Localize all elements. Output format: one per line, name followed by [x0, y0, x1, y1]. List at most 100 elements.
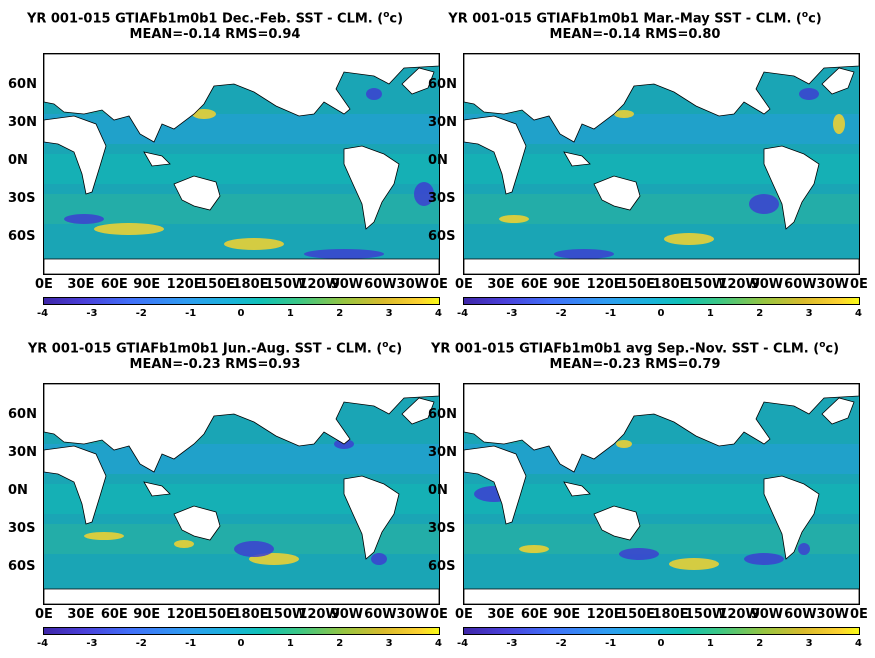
lat-tick-label: 30N [428, 115, 457, 130]
lon-tick-label: 90W [750, 277, 784, 292]
sst-anomaly-map [43, 383, 440, 605]
title-unit-end: c) [389, 11, 404, 27]
lat-tick-label: 60N [428, 77, 457, 92]
lon-tick-label: 60E [100, 277, 128, 292]
title-line1: YR 001-015 GTIAFb1m0b1 Dec.-Feb. SST - C… [26, 11, 384, 27]
colorbar-tick-label: -2 [555, 638, 567, 649]
colorbar-tick-label: -2 [135, 308, 147, 319]
anomaly-patch [749, 194, 779, 214]
colorbar-tick-label: -4 [457, 308, 469, 319]
colorbar-tick-label: -2 [135, 638, 147, 649]
australia-land [593, 175, 641, 211]
anomaly-patch [94, 223, 164, 235]
title-unit-end: c) [388, 341, 403, 357]
lon-tick-label: 120W [298, 277, 340, 292]
lon-tick-label: 30E [67, 607, 95, 622]
lon-tick-label: 90E [133, 277, 161, 292]
panel-djf: YR 001-015 GTIAFb1m0b1 Dec.-Feb. SST - C… [0, 8, 448, 328]
lon-tick-label: 30W [816, 277, 849, 292]
title-unit: o [383, 10, 390, 20]
colorbar-tick-label: -1 [185, 638, 197, 649]
map-canvas [44, 54, 439, 274]
lon-tick-label: 60W [784, 277, 817, 292]
lon-tick-label: 180E [232, 607, 269, 622]
ocean-band [44, 444, 439, 474]
anomaly-patch [664, 233, 714, 245]
lat-tick-label: 60S [8, 559, 36, 574]
panel-title: YR 001-015 GTIAFb1m0b1 avg Sep.-Nov. SST… [420, 338, 850, 356]
lon-tick-label: 60W [364, 607, 397, 622]
ocean-band [464, 444, 859, 474]
colorbar-tick-label: -1 [185, 308, 197, 319]
lon-tick-label: 120W [718, 277, 760, 292]
lon-tick-label: 0E [430, 277, 448, 292]
lon-tick-label: 90W [330, 277, 364, 292]
africa-land [44, 445, 107, 525]
anomaly-patch [619, 548, 659, 560]
colorbar-tick-label: 1 [286, 638, 294, 649]
anomaly-patch [616, 440, 632, 448]
anomaly-patch [554, 249, 614, 259]
panel-mam: YR 001-015 GTIAFb1m0b1 Mar.-May SST - CL… [420, 8, 868, 328]
colorbar-tick-label: 2 [756, 308, 764, 319]
colorbar-tick-label: -3 [506, 638, 518, 649]
south-america-land [343, 145, 400, 230]
greenland-land [401, 397, 435, 425]
colorbar-tick-label: -4 [37, 638, 49, 649]
lat-tick-label: 30N [8, 445, 37, 460]
anomaly-patch [499, 215, 529, 223]
lat-tick-label: 60N [8, 77, 37, 92]
colorbar-tick-label: 3 [385, 638, 393, 649]
title-unit-end: c) [825, 341, 840, 357]
lat-tick-label: 30N [428, 445, 457, 460]
title-unit: o [382, 340, 389, 350]
lon-tick-label: 120E [586, 277, 623, 292]
sst-anomaly-map [463, 53, 860, 275]
lon-axis: 0E 30E 60E 90E 120E 150E 180E 150W 120W 90W 60W 30W… [455, 607, 868, 623]
anomaly-patch [371, 553, 387, 565]
lat-tick-label: 0N [8, 153, 28, 168]
panel-stats: MEAN=-0.14 RMS=0.94 [129, 27, 301, 42]
lon-tick-label: 0E [455, 277, 473, 292]
colorbar-tick-label: 3 [805, 638, 813, 649]
colorbar-tick-label: 0 [237, 308, 245, 319]
greenland-land [821, 67, 855, 95]
lat-tick-label: 30S [8, 191, 36, 206]
colorbar [463, 627, 860, 635]
title-line1: YR 001-015 GTIAFb1m0b1 Jun.-Aug. SST - C… [27, 341, 383, 357]
lon-tick-label: 150E [199, 607, 236, 622]
lon-tick-label: 180E [652, 277, 689, 292]
colorbar-tick-label: -4 [37, 308, 49, 319]
panel-title: YR 001-015 GTIAFb1m0b1 Jun.-Aug. SST - C… [0, 338, 430, 356]
panel-title: YR 001-015 GTIAFb1m0b1 Dec.-Feb. SST - C… [0, 8, 430, 26]
colorbar-tick-label: 0 [237, 638, 245, 649]
south-america-land [763, 475, 820, 560]
panel-stats: MEAN=-0.14 RMS=0.80 [549, 27, 721, 42]
lat-tick-label: 0N [428, 153, 448, 168]
anomaly-patch [84, 532, 124, 540]
colorbar-tick-label: -3 [86, 308, 98, 319]
africa-land [44, 115, 107, 195]
colorbar [43, 627, 440, 635]
title-line1: YR 001-015 GTIAFb1m0b1 avg Sep.-Nov. SST… [430, 341, 820, 357]
lon-axis: 0E 30E 60E 90E 120E 150E 180E 150W 120W 90W 60W 30W… [35, 277, 448, 293]
anomaly-patch [304, 249, 384, 259]
colorbar-tick-label: 1 [706, 638, 714, 649]
lat-tick-label: 0N [8, 483, 28, 498]
lon-tick-label: 120E [586, 607, 623, 622]
lon-tick-label: 30E [487, 607, 515, 622]
australia-land [173, 505, 221, 541]
south-america-land [763, 145, 820, 230]
anomaly-patch [669, 558, 719, 570]
lon-axis: 0E 30E 60E 90E 120E 150E 180E 150W 120W 90W 60W 30W… [455, 277, 868, 293]
lon-tick-label: 150E [619, 277, 656, 292]
ocean-band [464, 114, 859, 144]
maritime-land [143, 481, 171, 497]
colorbar [43, 297, 440, 305]
lon-tick-label: 0E [35, 277, 53, 292]
map-canvas [464, 384, 859, 604]
anomaly-patch [833, 114, 845, 134]
lon-tick-label: 30E [487, 277, 515, 292]
anomaly-patch [64, 214, 104, 224]
title-line1: YR 001-015 GTIAFb1m0b1 Mar.-May SST - CL… [448, 11, 802, 27]
